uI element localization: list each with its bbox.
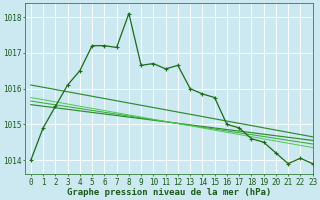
X-axis label: Graphe pression niveau de la mer (hPa): Graphe pression niveau de la mer (hPa) [67, 188, 271, 197]
